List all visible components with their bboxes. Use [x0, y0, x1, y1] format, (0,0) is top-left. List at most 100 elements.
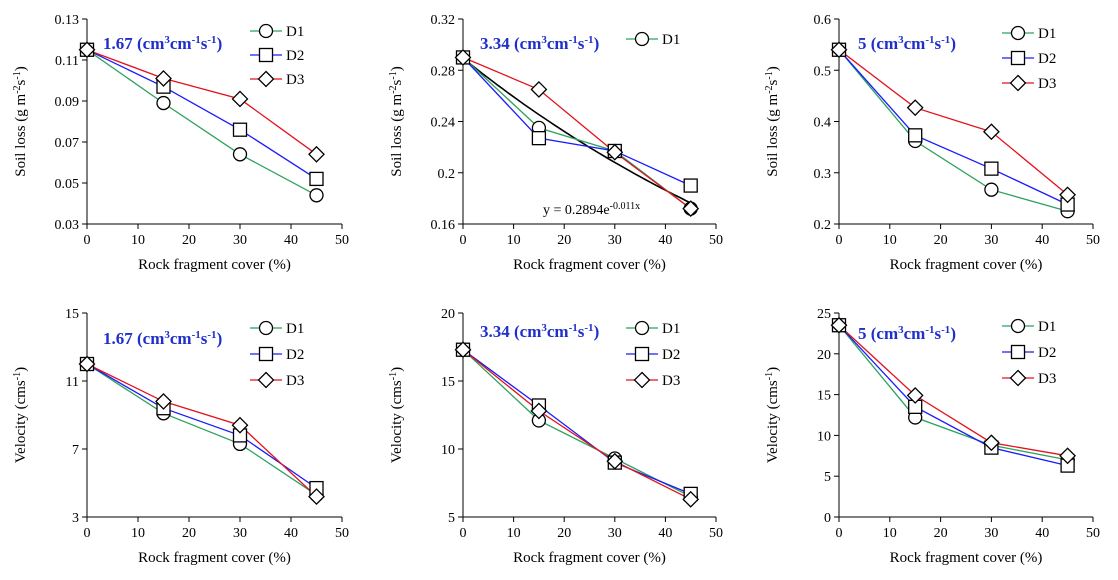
- y-tick-label: 3: [72, 511, 79, 526]
- rate-label-part: 1.67 (cm: [103, 34, 164, 53]
- y-axis-label: Velocity (cms-1): [388, 367, 406, 463]
- y-axis-label: Soil loss (g m-2s-1): [12, 66, 30, 176]
- data-point-d3: [530, 81, 548, 98]
- x-tick-label: 40: [658, 526, 672, 541]
- data-point-d3: [606, 452, 624, 470]
- rate-label-part: ): [594, 34, 600, 53]
- legend-label-d1: D1: [1038, 319, 1056, 335]
- data-point-d3: [155, 392, 172, 410]
- y-tick-label: 0.13: [55, 13, 80, 28]
- series-line-d1: [462, 349, 691, 498]
- rate-label-sup: -1: [584, 322, 593, 334]
- series-line-d2: [462, 56, 691, 187]
- data-point-d2: [232, 122, 248, 137]
- trendline-equation-exponent: -0.011x: [610, 201, 640, 212]
- y-tick-label: 0.4: [814, 116, 832, 131]
- rate-label-sup: -1: [207, 34, 216, 46]
- data-point-d1: [984, 182, 999, 197]
- legend-label-d3: D3: [662, 373, 680, 389]
- y-label-part: ): [389, 66, 405, 71]
- chart-panel-6: 0 10 20 30 40 50 0 5 10 15 20 25 Rock fragment cover…: [764, 307, 1101, 566]
- series-line-d2: [86, 49, 317, 180]
- rate-label-sup: 3: [164, 34, 170, 46]
- rate-label-part: 5 (cm: [858, 324, 898, 343]
- x-tick-label: 50: [709, 526, 723, 541]
- legend-marker-d1: [634, 31, 650, 47]
- data-point-d3: [830, 41, 848, 59]
- legend: D1 D2 D3: [250, 23, 304, 88]
- series-line-d3: [462, 56, 692, 210]
- legend-marker-d2: [634, 346, 650, 362]
- x-tick-label: 10: [507, 526, 521, 541]
- x-axis-label: Rock fragment cover (%): [138, 257, 291, 273]
- rate-label-sup: -1: [569, 322, 578, 334]
- y-label-sup: -1: [388, 372, 399, 380]
- rate-label-sup: -1: [941, 324, 950, 336]
- legend-label-d3: D3: [1038, 371, 1056, 387]
- series-line-d3: [86, 363, 317, 498]
- y-label-part: Soil loss (g m: [13, 93, 29, 176]
- x-tick-label: 30: [608, 526, 622, 541]
- legend: D1 D2 D3: [1002, 25, 1056, 92]
- legend: D1 D2 D3: [1002, 318, 1056, 387]
- x-tick-label: 40: [658, 233, 672, 248]
- x-tick-label: 20: [557, 526, 571, 541]
- data-point-d3: [982, 434, 1000, 452]
- rate-label-part: s: [201, 34, 208, 53]
- data-point-d3: [606, 143, 624, 161]
- rate-label-part: cm: [170, 34, 192, 53]
- legend-marker-d3: [1009, 74, 1027, 92]
- x-tick-label: 10: [883, 526, 897, 541]
- rate-label-sup: -1: [941, 34, 950, 46]
- legend-label-d1: D1: [1038, 26, 1056, 42]
- y-tick-label: 20: [817, 348, 831, 363]
- y-label-sup: -2: [388, 85, 399, 93]
- y-tick-label: 0.16: [431, 218, 456, 233]
- y-label-sup: -1: [12, 71, 23, 79]
- rate-label-part: cm: [170, 329, 192, 348]
- y-label-part: ): [13, 66, 29, 71]
- x-tick-label: 10: [131, 233, 145, 248]
- y-axis-label: Soil loss (g m-2s-1): [388, 66, 406, 176]
- y-axis-label: Velocity (cms-1): [12, 367, 30, 463]
- x-tick-label: 30: [608, 233, 622, 248]
- rate-label-part: s: [935, 34, 942, 53]
- data-point-d3: [231, 416, 249, 434]
- data-point-d3: [78, 355, 96, 373]
- rate-label-part: ): [217, 34, 223, 53]
- series-line-d1: [86, 49, 317, 196]
- x-tick-label: 50: [1086, 233, 1100, 248]
- data-point-d2: [683, 178, 698, 193]
- series-line-d2: [462, 349, 691, 495]
- legend-label-d1: D1: [662, 321, 680, 337]
- data-point-d3: [454, 341, 472, 359]
- legend-label-d3: D3: [286, 373, 304, 389]
- legend-marker-d3: [1009, 369, 1027, 387]
- trendline-equation-base: y = 0.2894e: [543, 203, 610, 218]
- rate-label-part: s: [935, 324, 942, 343]
- x-tick-label: 40: [1035, 526, 1049, 541]
- y-tick-label: 0.03: [55, 218, 80, 233]
- rate-label-part: cm: [904, 324, 926, 343]
- rate-label-part: 3.34 (cm: [480, 322, 541, 341]
- series-line-d3: [86, 49, 317, 155]
- x-tick-label: 20: [557, 233, 571, 248]
- rate-label-sup: -1: [925, 34, 934, 46]
- y-tick-label: 0.09: [55, 95, 80, 110]
- rate-label-sup: 3: [898, 34, 904, 46]
- rate-label-sup: 3: [541, 322, 547, 334]
- rate-label-part: 5 (cm: [858, 34, 898, 53]
- x-tick-label: 0: [836, 526, 843, 541]
- y-tick-label: 5: [824, 470, 831, 485]
- rate-label-part: ): [217, 329, 223, 348]
- data-point-d3: [982, 123, 1000, 141]
- rate-label-sup: 3: [541, 34, 547, 46]
- y-tick-label: 5: [448, 511, 455, 526]
- x-axis-label: Rock fragment cover (%): [513, 550, 666, 566]
- y-label-sup: -1: [764, 372, 775, 380]
- x-tick-label: 30: [233, 233, 247, 248]
- rate-label-part: ): [594, 322, 600, 341]
- series-line-d2: [838, 49, 1068, 206]
- y-tick-label: 0.07: [55, 136, 80, 151]
- y-tick-label: 11: [66, 375, 79, 390]
